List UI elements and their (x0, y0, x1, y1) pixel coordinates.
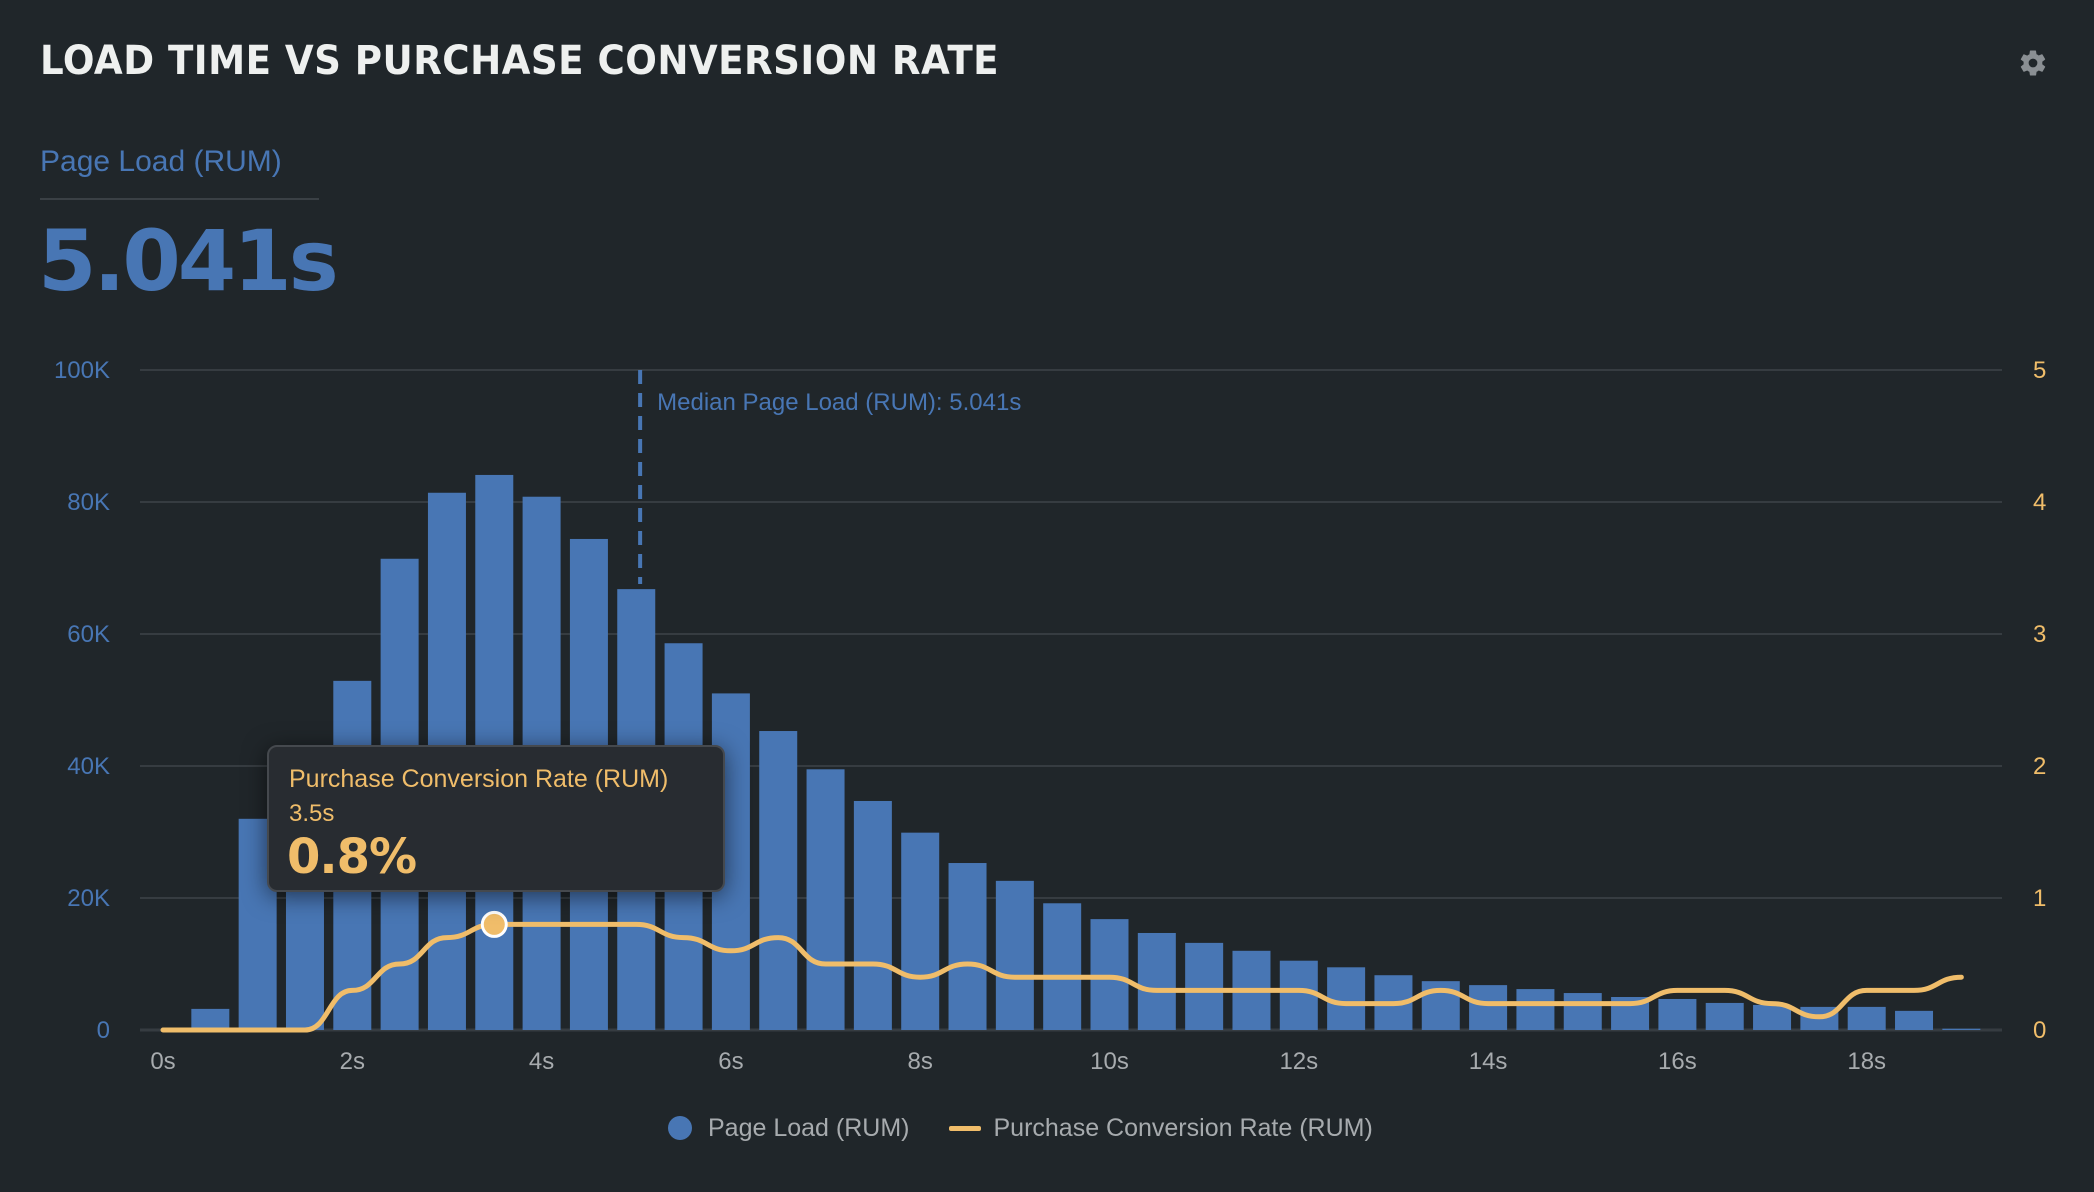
x-tick-label: 14s (1469, 1048, 1508, 1075)
bar (1847, 1006, 1886, 1030)
bar (948, 863, 987, 1030)
tooltip-x-value: 3.5s (289, 800, 335, 827)
y-left-tick-label: 100K (54, 357, 110, 384)
bar (1327, 967, 1366, 1030)
x-tick-label: 2s (340, 1048, 365, 1075)
x-tick-label: 4s (529, 1048, 554, 1075)
median-label: Median Page Load (RUM): 5.041s (657, 389, 1021, 416)
conversion-line (160, 921, 1964, 1033)
settings-button[interactable] (2018, 48, 2048, 78)
y-axis-right: 0 1 2 3 4 5 (2033, 357, 2046, 1044)
bar (191, 1008, 230, 1030)
tooltip-series-name: Purchase Conversion Rate (RUM) (289, 765, 669, 793)
chart-title: LOAD TIME VS PURCHASE CONVERSION RATE (40, 38, 1000, 84)
legend-item-page-load[interactable]: Page Load (RUM) (668, 1114, 909, 1143)
y-right-tick-label: 3 (2033, 621, 2046, 648)
bar (1753, 1004, 1792, 1030)
x-axis: 0s 2s 4s 6s 8s 10s 12s 14s 16s 18s (150, 1048, 1886, 1075)
legend-label: Purchase Conversion Rate (RUM) (993, 1113, 1373, 1142)
legend-dot-icon (668, 1116, 692, 1140)
y-right-tick-label: 2 (2033, 753, 2046, 780)
bar (806, 769, 845, 1030)
y-left-tick-label: 80K (67, 489, 110, 516)
y-axis-left: 0 20K 40K 60K 80K 100K (54, 357, 110, 1044)
y-left-tick-label: 0 (97, 1017, 110, 1044)
metric-divider (40, 198, 319, 200)
x-tick-label: 0s (150, 1048, 175, 1075)
bar (759, 731, 798, 1030)
legend: Page Load (RUM) Purchase Conversion Rate… (668, 1108, 1373, 1148)
y-left-tick-label: 40K (67, 753, 110, 780)
y-right-tick-label: 0 (2033, 1017, 2046, 1044)
y-right-tick-label: 1 (2033, 885, 2046, 912)
y-left-tick-label: 60K (67, 621, 110, 648)
x-tick-label: 16s (1658, 1048, 1697, 1075)
metric-label: Page Load (RUM) (40, 145, 282, 178)
y-right-tick-label: 4 (2033, 489, 2046, 516)
x-tick-label: 12s (1279, 1048, 1318, 1075)
bar (1658, 998, 1697, 1030)
x-tick-label: 8s (908, 1048, 933, 1075)
bar (1185, 942, 1224, 1030)
bar (1705, 1002, 1744, 1030)
bar (1563, 993, 1602, 1030)
bar (995, 880, 1034, 1030)
bar (1516, 989, 1555, 1030)
median-marker: Median Page Load (RUM): 5.041s (638, 370, 1021, 584)
metric-value: 5.041s (38, 212, 339, 310)
bar (1942, 1028, 1981, 1030)
highlighted-point (480, 910, 508, 938)
bar (1279, 960, 1318, 1030)
bar (1043, 903, 1082, 1030)
y-right-tick-label: 5 (2033, 357, 2046, 384)
tooltip: Purchase Conversion Rate (RUM) 3.5s 0.8% (267, 745, 725, 892)
legend-item-conversion[interactable]: Purchase Conversion Rate (RUM) (909, 1113, 1373, 1143)
x-tick-label: 10s (1090, 1048, 1129, 1075)
bar (1137, 932, 1176, 1030)
legend-label: Page Load (RUM) (708, 1113, 910, 1142)
tooltip-value: 0.8% (287, 829, 417, 885)
bar (1895, 1010, 1934, 1030)
bar (853, 800, 892, 1030)
line-series-conversion (160, 910, 1964, 1033)
gear-icon (2020, 50, 2046, 76)
bar (901, 832, 940, 1030)
x-tick-label: 6s (718, 1048, 743, 1075)
y-left-tick-label: 20K (67, 885, 110, 912)
x-tick-label: 18s (1847, 1048, 1886, 1075)
bar (1469, 985, 1508, 1030)
bar (1090, 919, 1129, 1030)
legend-line-icon (949, 1125, 982, 1131)
